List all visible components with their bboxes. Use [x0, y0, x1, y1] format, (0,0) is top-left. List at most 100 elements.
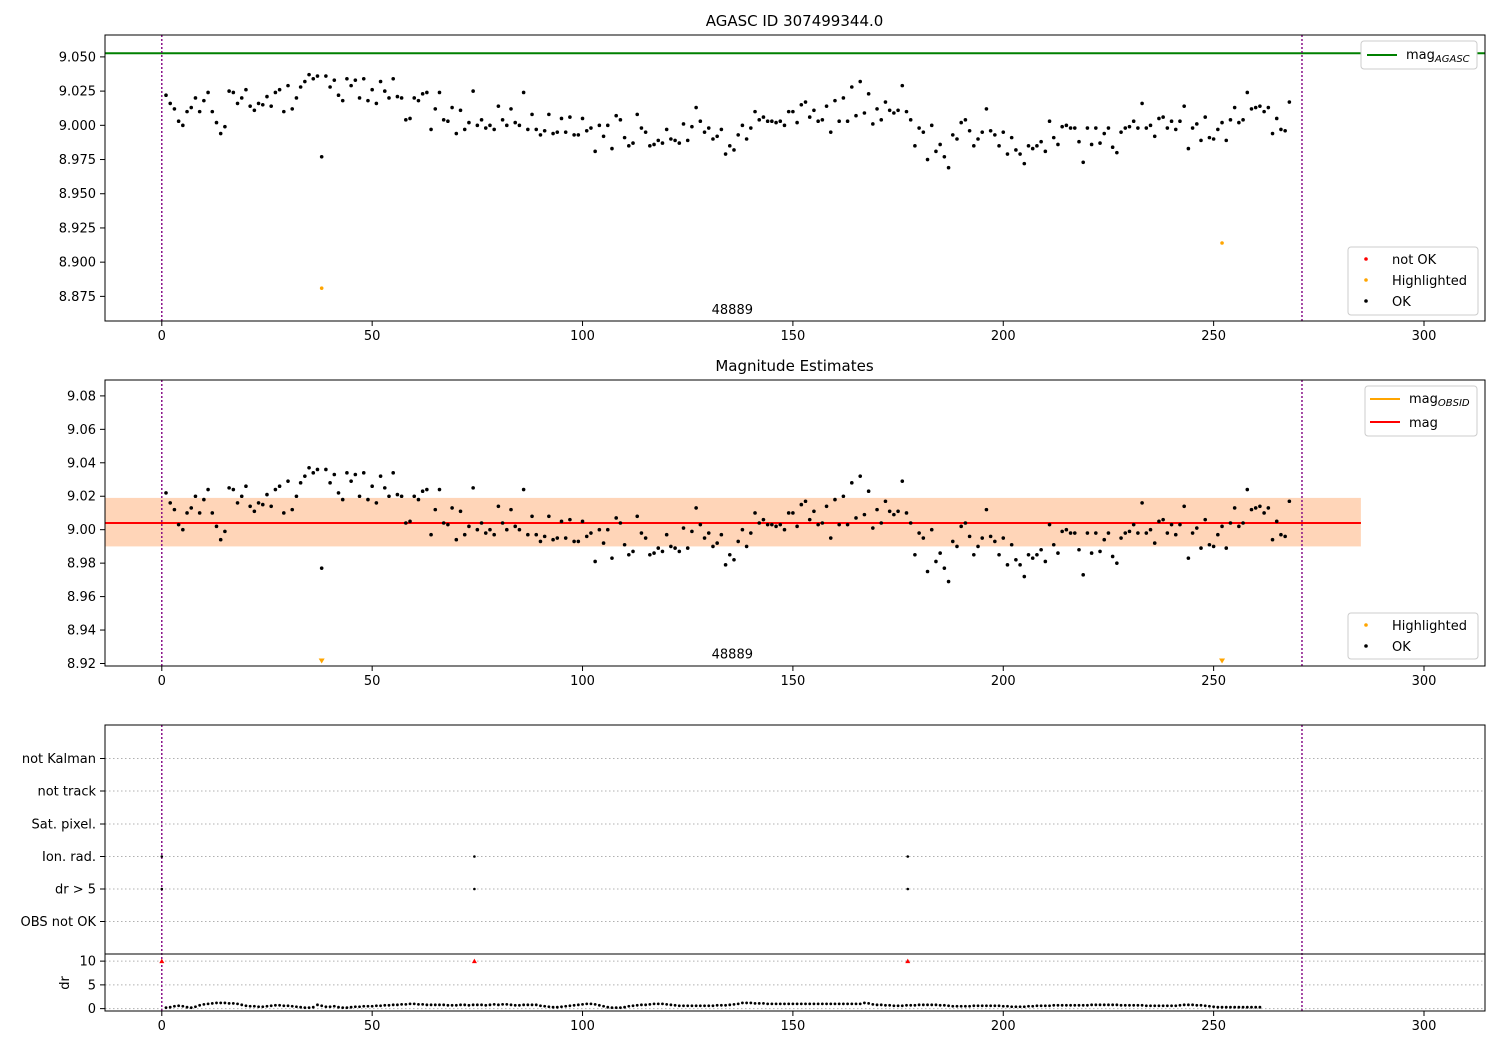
- data-point-ok: [265, 94, 269, 99]
- data-point-ok: [429, 127, 433, 132]
- dr-point: [896, 1004, 900, 1008]
- x-tick-label: 50: [364, 1019, 381, 1034]
- y-tick-label: 9.02: [67, 490, 96, 505]
- dr-point: [724, 1003, 727, 1007]
- dr-point: [825, 1002, 828, 1006]
- dr-point: [597, 1003, 601, 1007]
- data-point-ok: [1035, 144, 1039, 148]
- dr-point: [934, 1003, 938, 1007]
- data-point-ok: [328, 481, 332, 485]
- y-tick-label: 8.950: [59, 187, 96, 202]
- dr-point: [454, 1003, 458, 1007]
- dr-point: [1170, 1004, 1173, 1008]
- data-point-ok: [917, 531, 921, 535]
- dr-point: [1132, 1003, 1136, 1007]
- dr-point: [1098, 1003, 1102, 1007]
- dr-point: [1241, 1005, 1245, 1009]
- data-point-ok: [193, 494, 198, 499]
- data-point-ok: [681, 122, 686, 126]
- dr-point: [513, 1003, 517, 1007]
- x-tick-label: 0: [158, 674, 166, 689]
- data-point-ok: [542, 534, 547, 539]
- dr-point: [282, 1004, 286, 1008]
- data-point-ok: [1039, 139, 1043, 144]
- data-point-ok: [298, 85, 303, 89]
- data-point-ok: [1262, 511, 1266, 515]
- data-point-ok: [563, 130, 568, 134]
- dr-point: [307, 1006, 311, 1010]
- data-point-ok: [1241, 521, 1245, 525]
- data-point-ok: [416, 497, 421, 502]
- data-point-ok: [917, 126, 921, 130]
- dr-point-not-ok: [905, 958, 911, 964]
- data-point-ok: [1127, 124, 1132, 129]
- data-point-ok: [294, 96, 299, 100]
- data-point-ok: [1148, 527, 1153, 532]
- dr-point: [568, 1004, 572, 1008]
- data-point-ok: [1186, 556, 1191, 560]
- y-tick-label: 9.000: [59, 119, 96, 134]
- data-point-ok: [218, 537, 223, 542]
- data-point-ok: [429, 532, 433, 537]
- dr-point: [539, 1004, 542, 1008]
- data-point-highlighted: [319, 286, 324, 290]
- dr-point: [985, 1004, 988, 1008]
- data-point-ok: [1194, 526, 1199, 530]
- data-point-ok: [744, 137, 749, 141]
- dr-point: [518, 1003, 521, 1007]
- dr-point: [181, 1004, 185, 1008]
- data-point-ok: [732, 148, 736, 152]
- data-point-ok: [458, 509, 463, 514]
- data-point-ok: [580, 116, 585, 121]
- data-point-ok: [887, 108, 892, 113]
- dr-point: [1254, 1005, 1258, 1009]
- data-point-ok: [303, 79, 307, 84]
- data-point-ok: [1220, 120, 1224, 125]
- data-point-ok: [812, 509, 816, 514]
- data-point-ok: [955, 544, 959, 549]
- dr-point: [778, 1002, 782, 1006]
- y-tick-label: 5: [88, 978, 96, 993]
- data-point-ok: [446, 522, 450, 527]
- data-point-ok: [526, 532, 530, 537]
- dr-point: [858, 1002, 862, 1006]
- dr-point: [349, 1005, 353, 1009]
- data-point-ok: [757, 521, 762, 525]
- data-point-ok: [782, 123, 787, 128]
- dr-point: [421, 1002, 425, 1006]
- data-point-ok: [660, 141, 665, 145]
- dr-point: [703, 1004, 706, 1008]
- legend-label: mag: [1409, 392, 1438, 407]
- data-point-ok: [357, 494, 362, 499]
- dr-point: [484, 1003, 488, 1007]
- dr-point: [547, 1005, 551, 1009]
- data-point-ok: [551, 131, 555, 136]
- dr-point: [1115, 1003, 1119, 1007]
- dr-point: [459, 1003, 462, 1007]
- dr-point: [1039, 1004, 1043, 1008]
- data-point-ok: [778, 119, 783, 124]
- data-point-ok: [1274, 116, 1279, 121]
- x-tick-label: 250: [1201, 674, 1226, 689]
- data-point-ok: [315, 74, 320, 78]
- data-point-ok: [807, 115, 812, 119]
- dr-point: [299, 1005, 303, 1009]
- data-point-ok: [1072, 126, 1077, 130]
- data-point-ok: [980, 130, 985, 134]
- data-point-ok: [866, 92, 871, 96]
- data-point-ok: [631, 141, 635, 145]
- data-point-ok: [319, 154, 324, 159]
- data-point-ok: [993, 539, 997, 544]
- dr-point: [311, 1005, 315, 1009]
- data-point-ok: [820, 118, 825, 122]
- data-point-ok: [256, 501, 261, 505]
- panel-1-legend-status: not OK Highlighted OK: [1347, 246, 1479, 316]
- data-point-ok: [1178, 522, 1182, 527]
- data-point-ok: [883, 499, 888, 504]
- dr-point: [1245, 1005, 1249, 1009]
- data-point-ok: [420, 92, 425, 96]
- data-point-ok: [345, 76, 349, 81]
- data-point-ok: [727, 552, 732, 557]
- legend-highlighted: Highlighted: [1392, 274, 1467, 289]
- data-point-ok: [1165, 126, 1170, 130]
